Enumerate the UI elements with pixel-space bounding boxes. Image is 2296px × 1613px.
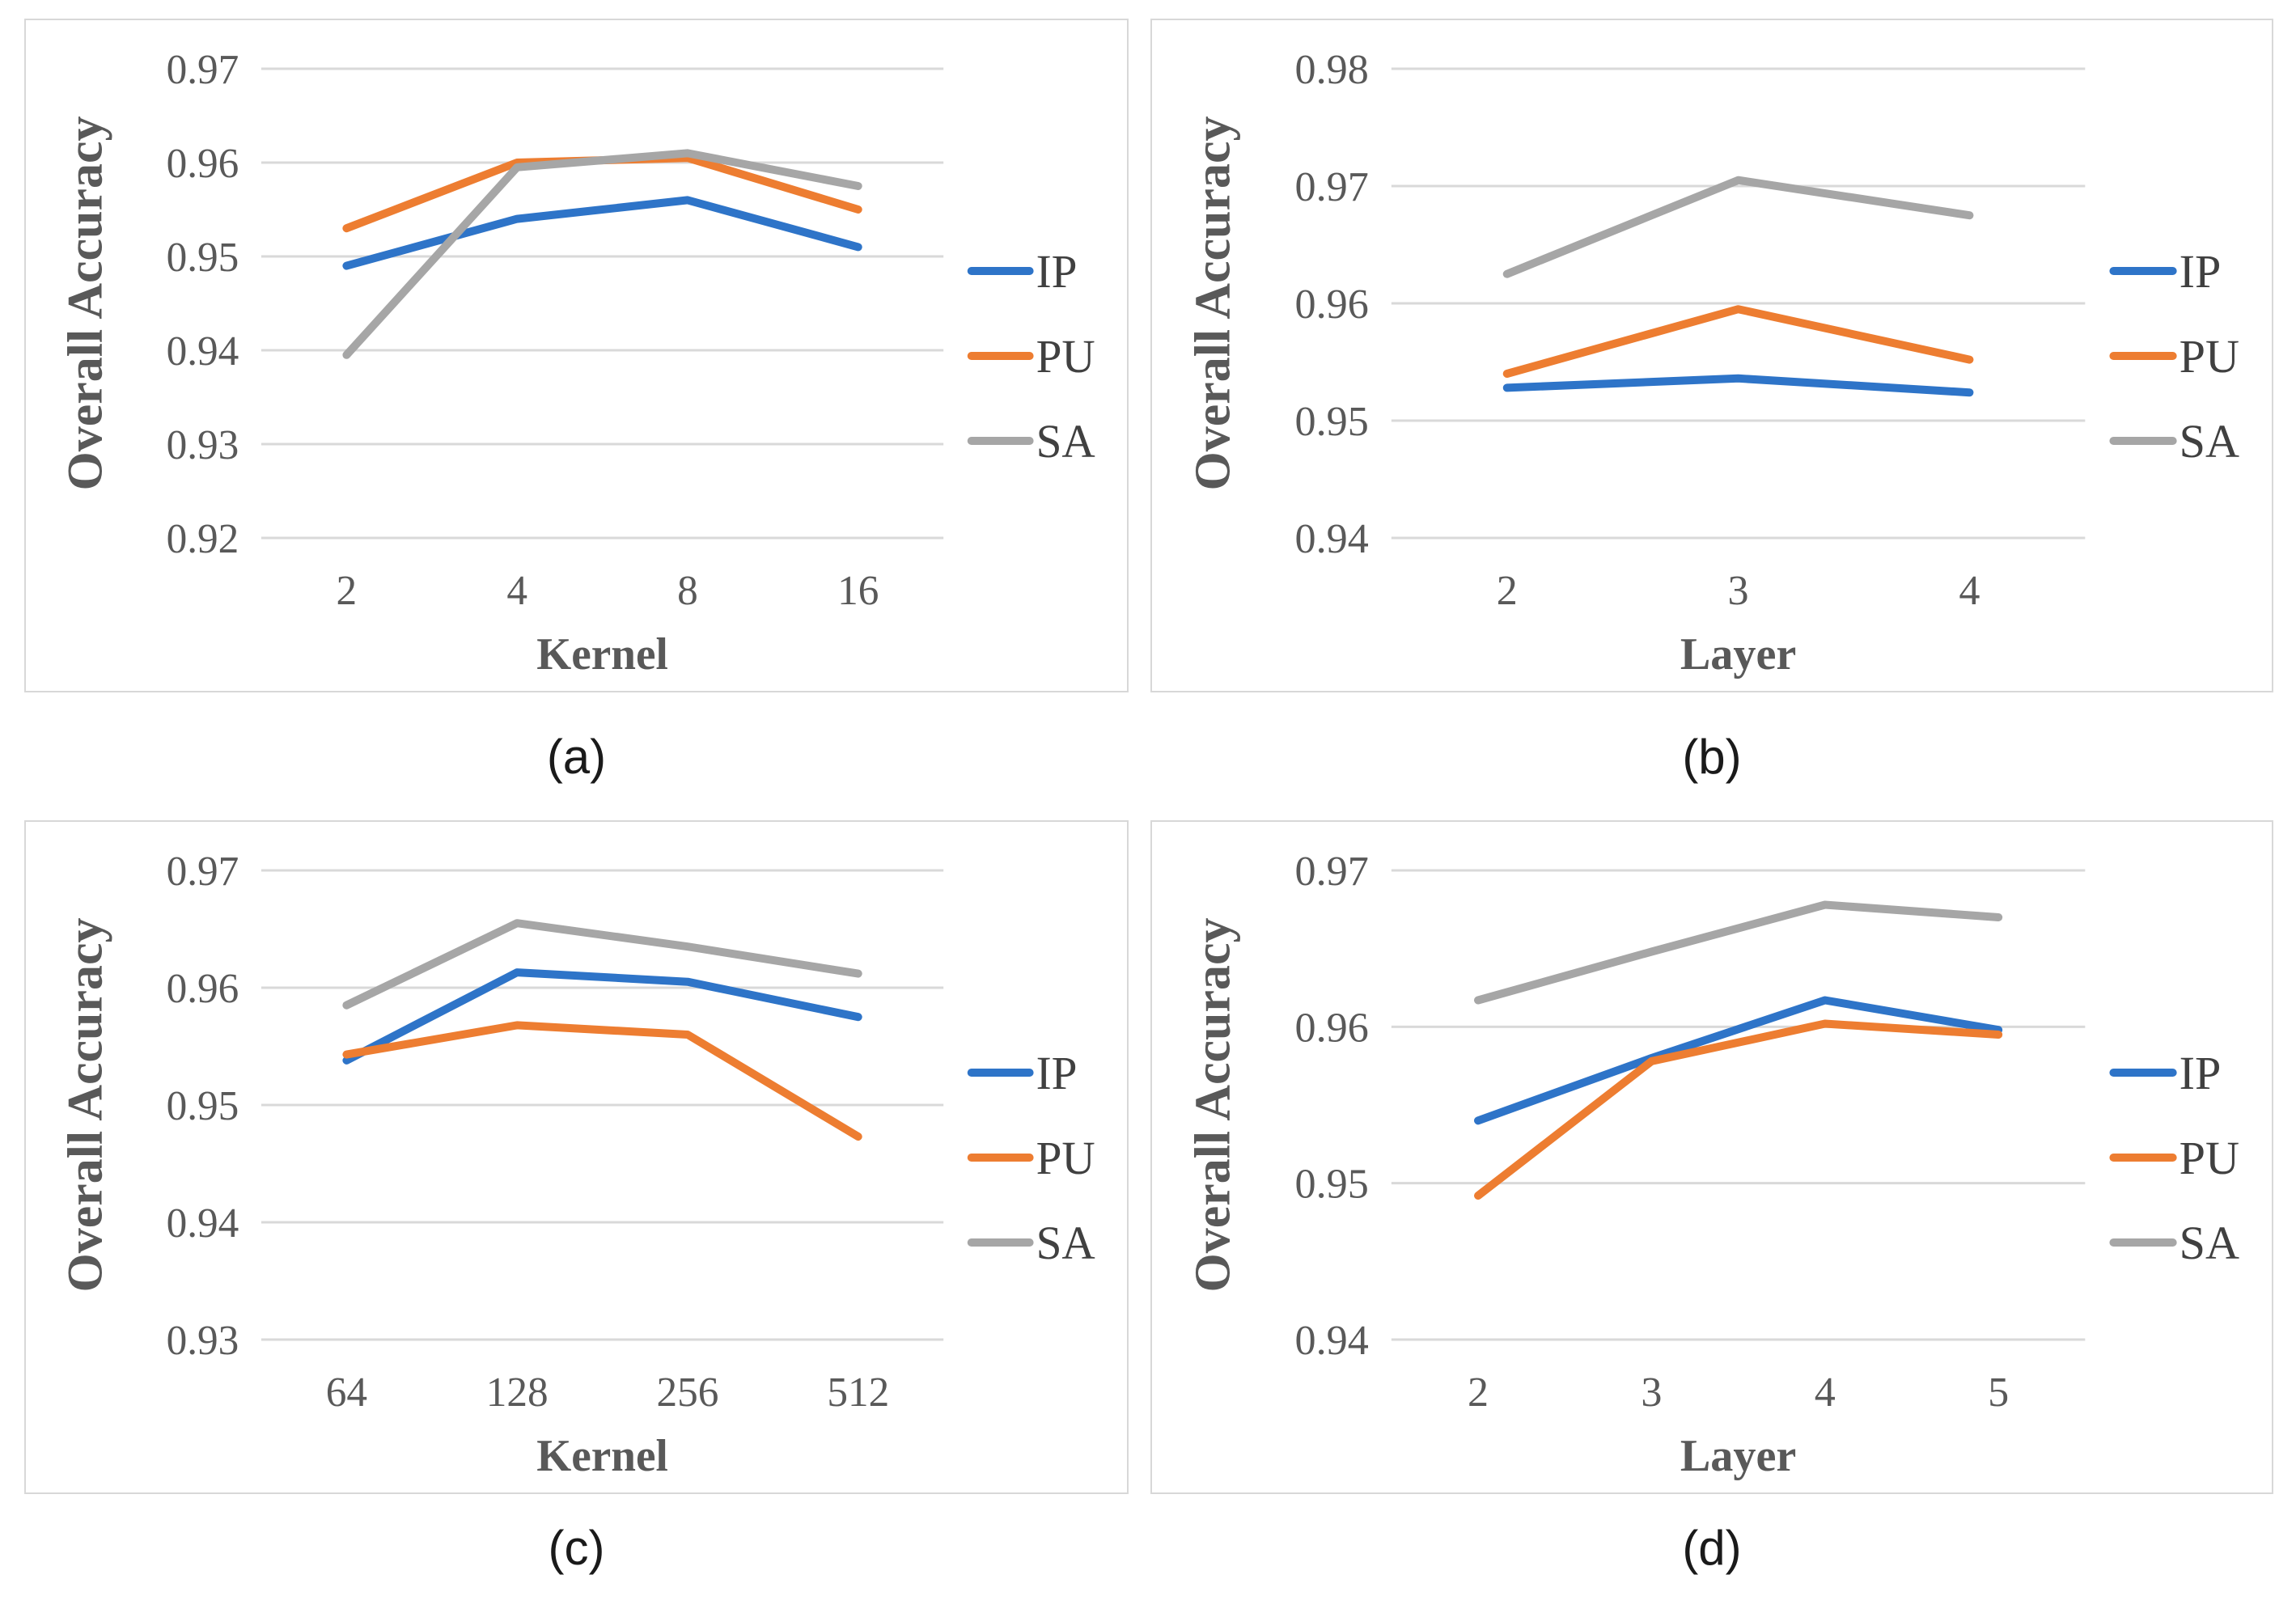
x-tick-label: 5	[1988, 1370, 2009, 1416]
legend-label-ip: IP	[2180, 245, 2222, 298]
legend-label-ip: IP	[2180, 1047, 2222, 1099]
x-tick-label: 3	[1728, 568, 1749, 614]
panel-b-cell: 0.98 0.97 0.96 0.95 0.94 2 3 4 Layer Overall Accu…	[1150, 19, 2273, 820]
panel-b-caption: (b)	[1682, 729, 1742, 784]
y-tick-label: 0.94	[1295, 516, 1369, 562]
x-tick-label: 4	[506, 568, 527, 614]
y-tick-label: 0.97	[167, 849, 239, 895]
series-line-ip	[1474, 996, 2003, 1125]
x-axis-title: Kernel	[536, 1431, 668, 1481]
series-line-sa	[1502, 176, 1974, 278]
legend-label-sa: SA	[2180, 1217, 2239, 1269]
y-tick-label: 0.94	[167, 328, 239, 375]
y-tick-label: 0.93	[167, 422, 239, 468]
series-line-ip	[342, 968, 862, 1065]
y-tick-label: 0.93	[167, 1318, 239, 1364]
chart-svg: 0.97 0.96 0.95 0.94 2 3 4 5 Layer Overall Accurac…	[1185, 849, 2239, 1481]
x-tick-label: 3	[1641, 1370, 1662, 1416]
x-axis-title: Layer	[1680, 1431, 1796, 1481]
y-tick-label: 0.96	[1295, 282, 1369, 328]
y-axis-title: Overall Accuracy	[58, 116, 113, 490]
y-tick-label: 0.97	[167, 47, 239, 93]
series-line-sa	[342, 919, 862, 1010]
y-tick-label: 0.95	[1295, 399, 1369, 445]
legend-label-pu: PU	[2180, 330, 2239, 383]
y-tick-label: 0.95	[167, 1083, 239, 1129]
panel-d-chart-box: 0.97 0.96 0.95 0.94 2 3 4 5 Layer Overall Accurac…	[1150, 820, 2273, 1494]
y-axis-title: Overall Accuracy	[1185, 917, 1240, 1292]
panel-c-chart-box: 0.97 0.96 0.95 0.94 0.93 64 128 256 512 Kernel Ove…	[24, 820, 1129, 1494]
x-axis-title: Layer	[1680, 629, 1796, 679]
x-tick-label: 2	[1468, 1370, 1489, 1416]
y-tick-label: 0.98	[1295, 47, 1369, 93]
panel-c-cell: 0.97 0.96 0.95 0.94 0.93 64 128 256 512 Kernel Ove…	[24, 820, 1129, 1601]
y-tick-label: 0.96	[1295, 1005, 1369, 1051]
y-tick-label: 0.95	[167, 235, 239, 281]
y-axis-title: Overall Accuracy	[58, 917, 113, 1292]
line-chart-a: 0.97 0.96 0.95 0.94 0.93 0.92 2 4 8 16 Kernel Overa…	[26, 20, 1127, 691]
chart-svg: 0.97 0.96 0.95 0.94 0.93 64 128 256 512 Kernel Ove…	[58, 849, 1096, 1481]
x-tick-label: 512	[827, 1370, 889, 1416]
x-tick-label: 4	[1959, 568, 1980, 614]
y-axis-title: Overall Accuracy	[1185, 116, 1240, 490]
x-tick-label: 2	[1497, 568, 1518, 614]
x-tick-label: 8	[677, 568, 698, 614]
line-chart-d: 0.97 0.96 0.95 0.94 2 3 4 5 Layer Overall Accurac…	[1152, 822, 2272, 1492]
series-line-sa	[1474, 900, 2003, 1005]
panel-a-cell: 0.97 0.96 0.95 0.94 0.93 0.92 2 4 8 16 Kernel Overa…	[24, 19, 1129, 820]
line-chart-c: 0.97 0.96 0.95 0.94 0.93 64 128 256 512 Kernel Ove…	[26, 822, 1127, 1492]
x-tick-label: 4	[1815, 1370, 1836, 1416]
legend-label-pu: PU	[1036, 332, 1095, 383]
x-tick-label: 16	[837, 568, 879, 614]
legend-label-sa: SA	[1036, 1218, 1096, 1269]
series-line-pu	[1474, 1019, 2003, 1200]
panel-b-chart-box: 0.98 0.97 0.96 0.95 0.94 2 3 4 Layer Overall Accu…	[1150, 19, 2273, 692]
legend-label-ip: IP	[1036, 1048, 1078, 1099]
line-chart-b: 0.98 0.97 0.96 0.95 0.94 2 3 4 Layer Overall Accu…	[1152, 20, 2272, 691]
series-line-sa	[342, 149, 862, 359]
x-tick-label: 128	[486, 1370, 549, 1416]
legend-label-sa: SA	[1036, 417, 1096, 468]
panel-d-caption: (d)	[1682, 1520, 1742, 1575]
panel-c-caption: (c)	[548, 1520, 605, 1575]
series-line-ip	[342, 196, 862, 270]
x-axis-title: Kernel	[536, 629, 668, 679]
legend-label-sa: SA	[2180, 415, 2239, 468]
y-tick-label: 0.97	[1295, 849, 1369, 895]
y-tick-label: 0.92	[167, 516, 239, 562]
series-line-pu	[342, 1021, 862, 1141]
panel-d-cell: 0.97 0.96 0.95 0.94 2 3 4 5 Layer Overall Accurac…	[1150, 820, 2273, 1601]
legend-label-pu: PU	[1036, 1133, 1095, 1184]
x-tick-label: 2	[337, 568, 358, 614]
y-tick-label: 0.94	[1295, 1318, 1369, 1364]
y-tick-label: 0.94	[167, 1200, 239, 1247]
x-tick-label: 256	[657, 1370, 719, 1416]
chart-svg: 0.98 0.97 0.96 0.95 0.94 2 3 4 Layer Overall Accu…	[1185, 47, 2239, 679]
legend-label-pu: PU	[2180, 1132, 2239, 1184]
x-tick-label: 64	[326, 1370, 367, 1416]
y-tick-label: 0.96	[167, 141, 239, 187]
series-line-pu	[1502, 305, 1974, 378]
y-tick-label: 0.95	[1295, 1162, 1369, 1208]
panel-a-chart-box: 0.97 0.96 0.95 0.94 0.93 0.92 2 4 8 16 Kernel Overa…	[24, 19, 1129, 692]
y-tick-label: 0.96	[167, 966, 239, 1012]
chart-svg: 0.97 0.96 0.95 0.94 0.93 0.92 2 4 8 16 Kernel Overa…	[58, 47, 1096, 679]
series-line-ip	[1502, 374, 1974, 397]
legend-label-ip: IP	[1036, 247, 1078, 298]
y-tick-label: 0.97	[1295, 164, 1369, 210]
panel-a-caption: (a)	[546, 729, 607, 784]
